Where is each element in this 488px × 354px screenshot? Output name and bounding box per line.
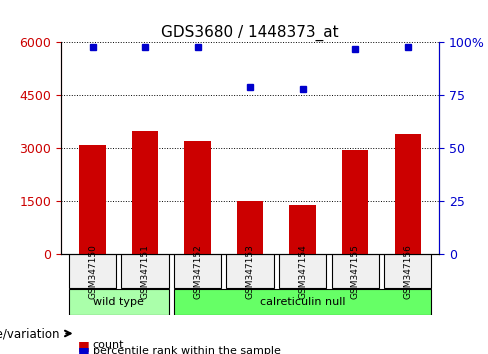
FancyBboxPatch shape	[122, 255, 169, 288]
Text: GSM347152: GSM347152	[193, 244, 202, 298]
Bar	[132, 131, 158, 255]
Text: count: count	[93, 340, 124, 350]
Bar	[289, 205, 316, 255]
Title: GDS3680 / 1448373_at: GDS3680 / 1448373_at	[162, 25, 339, 41]
Bar	[237, 201, 263, 255]
Text: GSM347151: GSM347151	[141, 244, 149, 298]
FancyBboxPatch shape	[174, 255, 221, 288]
Text: GSM347154: GSM347154	[298, 244, 307, 298]
FancyBboxPatch shape	[69, 289, 169, 315]
Text: calreticulin null: calreticulin null	[260, 297, 346, 307]
Bar	[342, 150, 368, 255]
Text: GSM347153: GSM347153	[245, 244, 255, 298]
Bar	[395, 135, 421, 255]
FancyBboxPatch shape	[69, 255, 116, 288]
FancyBboxPatch shape	[226, 255, 274, 288]
Text: GSM347156: GSM347156	[403, 244, 412, 298]
Bar	[184, 141, 211, 255]
Text: GSM347150: GSM347150	[88, 244, 97, 298]
Bar	[80, 145, 105, 255]
Text: genotype/variation: genotype/variation	[0, 328, 63, 341]
FancyBboxPatch shape	[331, 255, 379, 288]
Text: wild type: wild type	[93, 297, 144, 307]
Text: ■: ■	[78, 345, 90, 354]
Text: GSM347155: GSM347155	[351, 244, 360, 298]
Text: percentile rank within the sample: percentile rank within the sample	[93, 346, 281, 354]
FancyBboxPatch shape	[384, 255, 431, 288]
FancyBboxPatch shape	[174, 289, 431, 315]
FancyBboxPatch shape	[279, 255, 326, 288]
Text: ■: ■	[78, 339, 90, 352]
